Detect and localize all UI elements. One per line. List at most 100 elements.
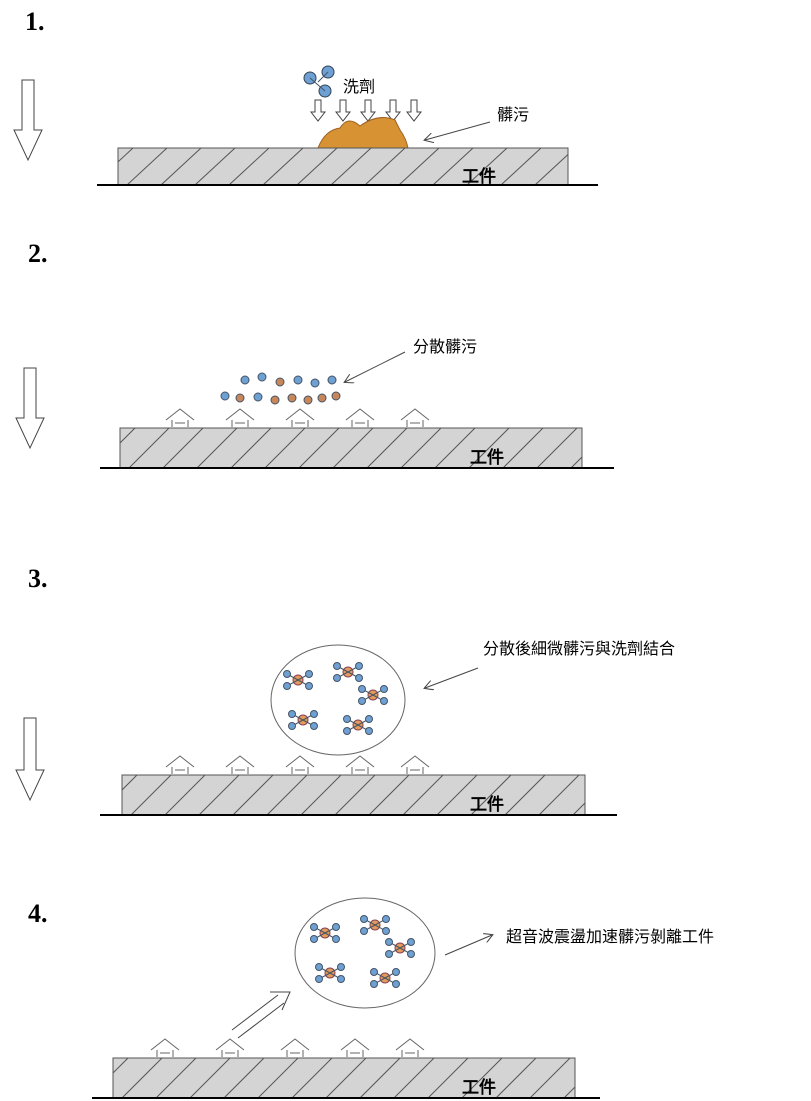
- workpiece: [121, 774, 586, 816]
- bubble-icon: [165, 755, 195, 774]
- detergent: [283, 682, 291, 690]
- hatch: [334, 774, 376, 816]
- hatch: [228, 147, 270, 186]
- hatch: [466, 147, 508, 186]
- hatch: [330, 147, 372, 186]
- detergent: [343, 727, 351, 735]
- bubble-icon: [165, 408, 195, 427]
- hatch: [126, 147, 168, 186]
- bubble-icon: [225, 408, 255, 427]
- hatch: [130, 774, 172, 816]
- detergent: [370, 968, 378, 976]
- detergent: [337, 975, 345, 983]
- particle: [287, 393, 297, 403]
- bubble-icon: [280, 1038, 310, 1057]
- hatch: [117, 147, 134, 163]
- detergent: [382, 915, 390, 923]
- hatch: [164, 774, 206, 816]
- workpiece: [112, 1057, 576, 1099]
- detergent: [392, 980, 400, 988]
- bubble-icon: [400, 408, 430, 427]
- hatch: [155, 1057, 197, 1099]
- hatch: [296, 147, 338, 186]
- bubble-icon: [215, 1038, 245, 1057]
- hatch: [257, 1057, 299, 1099]
- hatch: [162, 427, 204, 469]
- detergent: [380, 697, 388, 705]
- particle: [303, 395, 313, 405]
- detergent: [370, 980, 378, 988]
- detergent: [288, 710, 296, 718]
- detergent: [358, 685, 366, 693]
- detergent: [332, 935, 340, 943]
- hatch: [427, 1057, 469, 1099]
- step-number: 2.: [28, 239, 48, 268]
- detergent: [392, 968, 400, 976]
- hatch: [536, 427, 578, 469]
- hatch: [468, 427, 510, 469]
- detergent: [365, 727, 373, 735]
- cluster: [270, 644, 406, 756]
- hatch: [194, 147, 236, 186]
- detergent: [407, 938, 415, 946]
- bubble-icon: [285, 408, 315, 427]
- bubble-icon: [225, 755, 255, 774]
- bubble-icon: [150, 1038, 180, 1057]
- detergent-label: 洗劑: [343, 77, 375, 96]
- hatch: [232, 774, 274, 816]
- hatch: [121, 1057, 163, 1099]
- detergent: [355, 674, 363, 682]
- bubble-icon: [400, 755, 430, 774]
- hatch: [393, 1057, 435, 1099]
- detergent: [385, 950, 393, 958]
- hatch: [189, 1057, 231, 1099]
- pointer: [345, 351, 406, 382]
- hatch: [436, 774, 478, 816]
- hatch: [400, 427, 442, 469]
- hatch: [230, 427, 272, 469]
- detergent: [360, 927, 368, 935]
- hatch: [572, 802, 586, 816]
- detergent: [360, 915, 368, 923]
- hatch: [298, 427, 340, 469]
- detergent: [310, 923, 318, 931]
- hatch: [461, 1057, 503, 1099]
- step-number: 4.: [28, 899, 48, 928]
- hatch: [264, 427, 306, 469]
- hatch: [119, 427, 136, 444]
- hatch: [332, 427, 374, 469]
- hatch: [538, 774, 580, 816]
- small-arrow: [359, 99, 377, 122]
- detergent: [305, 682, 313, 690]
- detergent: [343, 715, 351, 723]
- detergent: [382, 927, 390, 935]
- hatch: [529, 1057, 571, 1099]
- dirt: [317, 117, 409, 149]
- detergent: [310, 710, 318, 718]
- pointer: [444, 935, 492, 956]
- dispersed-label: 分散髒污: [413, 337, 477, 356]
- pointer: [425, 667, 479, 688]
- pointer: [425, 121, 491, 140]
- detergent: [333, 662, 341, 670]
- particle: [310, 378, 320, 388]
- ultrasonic-label: 超音波震盪加速髒污剝離工件: [506, 927, 714, 946]
- hatch: [368, 774, 410, 816]
- dirt-label: 髒污: [497, 105, 529, 124]
- hatch: [570, 456, 583, 469]
- workpiece-label: 工件: [470, 794, 504, 815]
- bubble-icon: [345, 755, 375, 774]
- particle: [293, 375, 303, 385]
- workpiece-label: 工件: [462, 166, 496, 187]
- bubble-icon: [345, 408, 375, 427]
- hatch: [128, 427, 170, 469]
- bubble-icon: [285, 755, 315, 774]
- hatch: [470, 774, 512, 816]
- hatch: [223, 1057, 265, 1099]
- hatch: [534, 154, 569, 186]
- hatch: [160, 147, 202, 186]
- up-arrow: [231, 991, 291, 1039]
- detergent: [305, 670, 313, 678]
- workpiece: [119, 427, 583, 469]
- bubble-icon: [395, 1038, 425, 1057]
